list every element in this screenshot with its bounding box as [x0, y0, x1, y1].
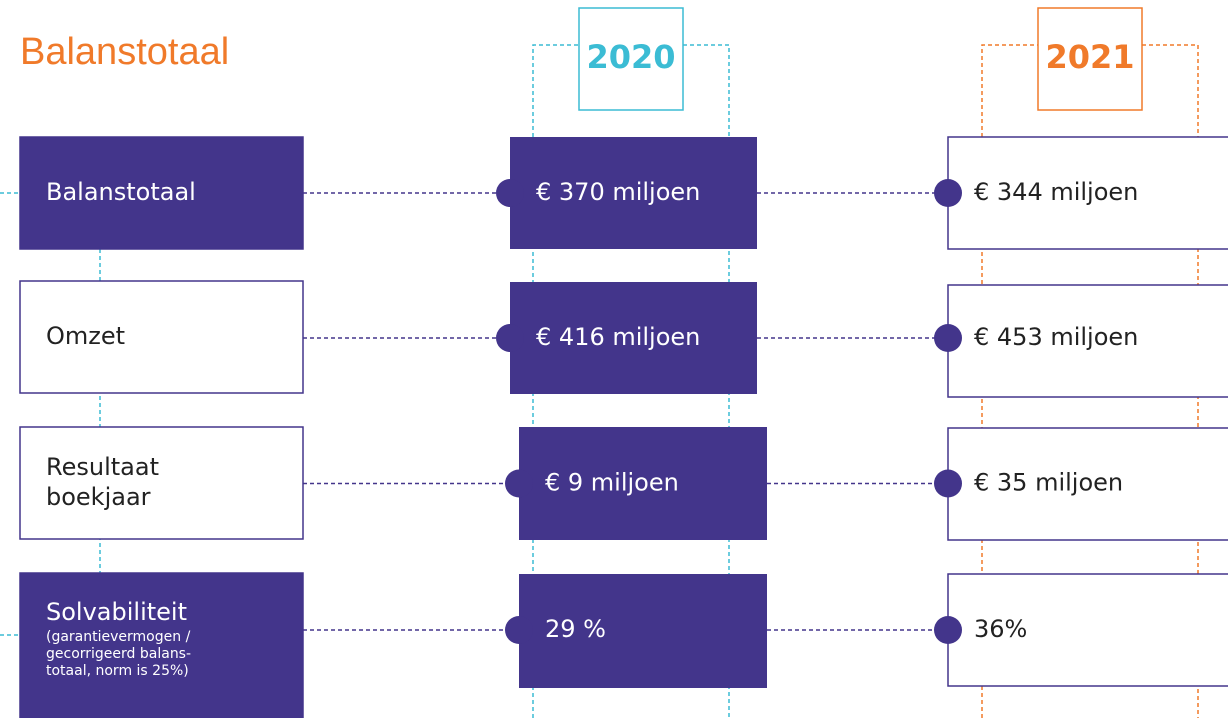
connector-dot	[934, 469, 962, 498]
title: Balanstotaal	[20, 31, 229, 73]
value-box-2021	[947, 427, 1228, 541]
row-label: boekjaar	[46, 483, 151, 511]
connector-dot	[496, 324, 524, 352]
value-2021: € 453 miljoen	[974, 323, 1138, 351]
rows: Balanstotaal € 370 miljoen € 344 miljoen Om…	[19, 136, 1228, 718]
label-box	[19, 280, 304, 394]
year-box	[578, 7, 684, 111]
value-2020: € 9 miljoen	[545, 469, 679, 497]
row-note: gecorrigeerd balans-	[46, 646, 191, 662]
row-note: totaal, norm is 25%)	[46, 663, 189, 679]
connector-dot	[934, 179, 962, 207]
row-label: Balanstotaal	[46, 178, 196, 206]
year-label: 2020	[586, 38, 675, 76]
connector-dot	[496, 179, 524, 207]
label-box	[19, 136, 304, 250]
year-label: 2021	[1045, 38, 1134, 76]
row-label: Resultaat	[46, 453, 159, 481]
value-2021: € 35 miljoen	[974, 469, 1123, 497]
year-box	[1037, 7, 1143, 111]
value-box-2021	[947, 136, 1228, 250]
value-box-2020	[519, 427, 767, 540]
value-2021: 36%	[974, 615, 1027, 643]
value-2020: 29 %	[545, 615, 606, 643]
value-2021: € 344 miljoen	[974, 178, 1138, 206]
connector-dot	[934, 616, 962, 644]
row-label: Omzet	[46, 322, 125, 350]
row-label: Solvabiliteit	[46, 598, 187, 626]
connector-dot	[505, 616, 533, 644]
value-box-2020	[519, 574, 767, 688]
connector-dot	[934, 324, 962, 352]
connector-dot	[505, 469, 533, 498]
value-2020: € 416 miljoen	[536, 323, 700, 351]
value-box-2020	[510, 282, 757, 394]
row-note: (garantievermogen /	[46, 629, 191, 645]
value-box-2020	[510, 137, 757, 249]
value-box-2021	[947, 573, 1228, 687]
label-box	[19, 426, 304, 540]
value-2020: € 370 miljoen	[536, 178, 700, 206]
label-box	[19, 572, 304, 718]
value-box-2021	[947, 284, 1228, 398]
